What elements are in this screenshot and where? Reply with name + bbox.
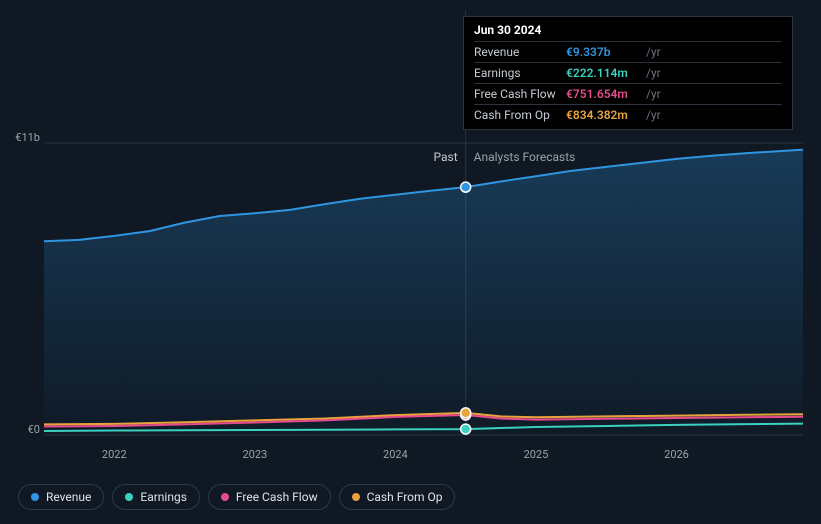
y-axis-label: €11b [15, 131, 40, 144]
chart-legend: Revenue Earnings Free Cash Flow Cash From O… [18, 484, 455, 510]
tooltip-row-label: Free Cash Flow [474, 87, 566, 101]
tooltip-row-unit: /yr [646, 66, 661, 80]
y-axis-label: €0 [28, 423, 40, 436]
legend-item-cfo[interactable]: Cash From Op [339, 484, 456, 510]
legend-dot-icon [31, 493, 39, 501]
cursor-marker-earnings [461, 424, 471, 434]
financial-forecast-chart: €0 €11b 2022 2023 2024 2025 2026 Past Analyst… [0, 0, 821, 524]
x-axis-label: 2024 [383, 448, 408, 461]
tooltip-row: Revenue€9.337b/yr [474, 41, 782, 62]
tooltip-row-value: €751.654m [566, 87, 646, 101]
legend-item-fcf[interactable]: Free Cash Flow [208, 484, 331, 510]
x-axis-label: 2025 [524, 448, 549, 461]
legend-item-earnings[interactable]: Earnings [112, 484, 200, 510]
tooltip-row: Cash From Op€834.382m/yr [474, 104, 782, 125]
chart-tooltip: Jun 30 2024 Revenue€9.337b/yrEarnings€22… [463, 16, 793, 130]
tooltip-row-value: €222.114m [566, 66, 646, 80]
x-axis-label: 2023 [242, 448, 267, 461]
tooltip-row-unit: /yr [646, 45, 661, 59]
tooltip-row: Earnings€222.114m/yr [474, 62, 782, 83]
tooltip-row: Free Cash Flow€751.654m/yr [474, 83, 782, 104]
cursor-marker-revenue [461, 182, 471, 192]
legend-label: Revenue [46, 490, 91, 504]
tooltip-row-value: €9.337b [566, 45, 646, 59]
tooltip-row-unit: /yr [646, 87, 661, 101]
legend-dot-icon [221, 493, 229, 501]
cursor-marker-cfo [461, 408, 471, 418]
past-section-label: Past [406, 150, 458, 164]
legend-dot-icon [125, 493, 133, 501]
legend-label: Free Cash Flow [236, 490, 318, 504]
tooltip-row-label: Revenue [474, 45, 566, 59]
tooltip-row-label: Earnings [474, 66, 566, 80]
legend-label: Cash From Op [367, 490, 443, 504]
legend-label: Earnings [140, 490, 187, 504]
x-axis-label: 2022 [102, 448, 127, 461]
x-axis-label: 2026 [664, 448, 689, 461]
tooltip-date: Jun 30 2024 [474, 23, 782, 41]
legend-item-revenue[interactable]: Revenue [18, 484, 104, 510]
tooltip-row-value: €834.382m [566, 108, 646, 122]
forecast-section-label: Analysts Forecasts [474, 150, 576, 164]
tooltip-row-label: Cash From Op [474, 108, 566, 122]
tooltip-row-unit: /yr [646, 108, 661, 122]
legend-dot-icon [352, 493, 360, 501]
